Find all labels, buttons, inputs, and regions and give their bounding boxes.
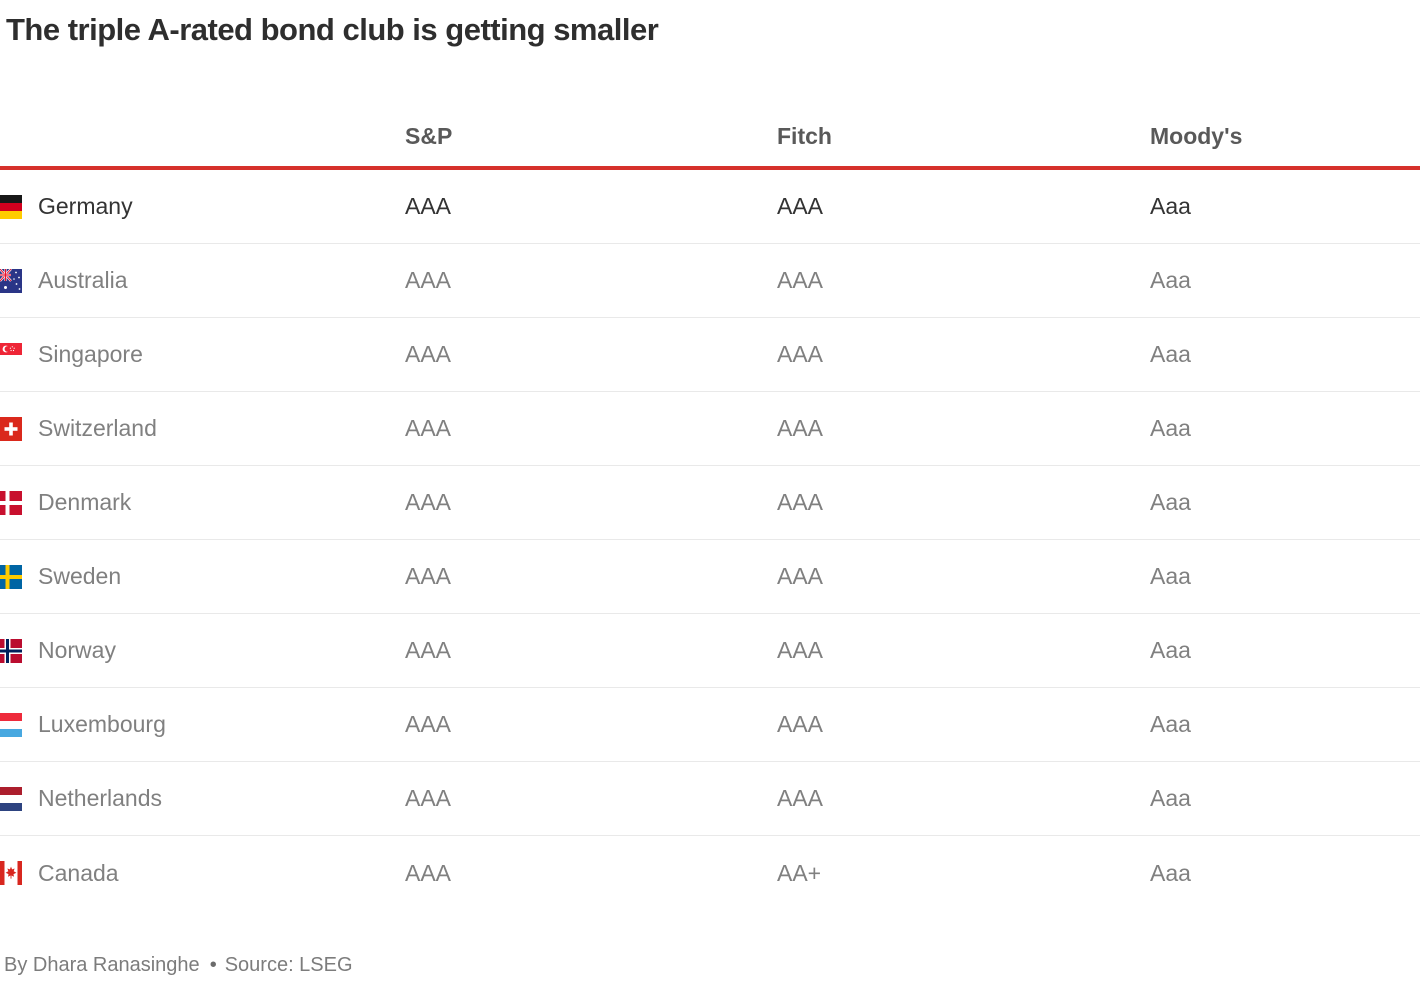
country-cell: Canada [0,860,405,887]
rating-moodys: Aaa [1150,785,1191,811]
rating-fitch: AAA [777,415,824,441]
rating-sp: AAA [405,193,452,219]
flag-switzerland-icon [0,416,22,441]
rating-moodys: Aaa [1150,489,1191,515]
rating-fitch: AA+ [777,859,822,886]
rating-fitch: AAA [777,341,824,367]
rating-moodys: Aaa [1150,341,1191,367]
rating-fitch: AAA [777,193,824,219]
column-header-country [0,150,405,166]
rating-fitch: AAA [777,267,824,293]
rating-sp: AAA [405,785,452,811]
country-name: Sweden [38,563,122,589]
country-cell: Netherlands [0,785,405,812]
country-name: Canada [38,859,119,886]
column-header-fitch: Fitch [777,123,832,149]
rating-sp: AAA [405,637,452,663]
table-row: Luxembourg AAA AAA Aaa [0,688,1420,762]
rating-moodys: Aaa [1150,415,1191,441]
source-credit: Source: LSEG [224,954,353,976]
flag-germany-icon [0,194,22,219]
ratings-table: S&P Fitch Moody's Germany AAA AAA Aaa Au… [0,50,1420,910]
country-name: Norway [38,637,116,663]
table-row: Germany AAA AAA Aaa [0,170,1420,244]
rating-sp: AAA [405,267,452,293]
table-row: Canada AAA AA+ Aaa [0,836,1420,910]
rating-sp: AAA [405,563,452,589]
column-header-moodys: Moody's [1150,123,1243,149]
rating-moodys: Aaa [1150,637,1191,663]
flag-norway-icon [0,638,22,663]
country-cell: Singapore [0,341,405,368]
rating-moodys: Aaa [1150,267,1191,293]
flag-luxembourg-icon [0,712,22,737]
rating-sp: AAA [405,341,452,367]
rating-fitch: AAA [777,637,824,663]
rating-moodys: Aaa [1150,859,1191,886]
table-row: Netherlands AAA AAA Aaa [0,762,1420,836]
country-cell: Switzerland [0,415,405,442]
country-cell: Norway [0,637,405,664]
table-row: Denmark AAA AAA Aaa [0,466,1420,540]
table-row: Singapore AAA AAA Aaa [0,318,1420,392]
table-row: Australia AAA AAA Aaa [0,244,1420,318]
rating-sp: AAA [405,489,452,515]
flag-canada-icon [0,861,22,885]
table-body: Germany AAA AAA Aaa Australia AAA AAA Aa… [0,170,1420,910]
rating-sp: AAA [405,711,452,737]
country-name: Luxembourg [38,711,166,737]
country-cell: Sweden [0,563,405,590]
flag-netherlands-icon [0,786,22,811]
rating-fitch: AAA [777,489,824,515]
rating-sp: AAA [405,859,452,886]
flag-australia-icon [0,268,22,293]
rating-moodys: Aaa [1150,563,1191,589]
country-cell: Denmark [0,489,405,516]
rating-fitch: AAA [777,711,824,737]
country-cell: Australia [0,267,405,294]
country-name: Denmark [38,489,132,515]
byline: By Dhara Ranasinghe [4,954,200,976]
table-header-row: S&P Fitch Moody's [0,50,1420,170]
country-name: Australia [38,267,128,293]
country-name: Singapore [38,341,143,367]
page-title: The triple A-rated bond club is getting … [6,12,659,47]
table-row: Switzerland AAA AAA Aaa [0,392,1420,466]
flag-denmark-icon [0,490,22,515]
country-name: Netherlands [38,785,163,811]
country-cell: Germany [0,193,405,220]
rating-moodys: Aaa [1150,711,1191,737]
country-cell: Luxembourg [0,711,405,738]
table-row: Norway AAA AAA Aaa [0,614,1420,688]
country-name: Germany [38,193,133,219]
column-header-sp: S&P [405,123,453,149]
rating-fitch: AAA [777,563,824,589]
table-row: Sweden AAA AAA Aaa [0,540,1420,614]
rating-moodys: Aaa [1150,193,1191,219]
bullet-separator: • [209,954,217,976]
flag-singapore-icon [0,342,22,367]
rating-fitch: AAA [777,785,824,811]
country-name: Switzerland [38,415,157,441]
rating-sp: AAA [405,415,452,441]
flag-sweden-icon [0,564,22,589]
footer: By Dhara Ranasinghe • Source: LSEG [4,952,1420,978]
